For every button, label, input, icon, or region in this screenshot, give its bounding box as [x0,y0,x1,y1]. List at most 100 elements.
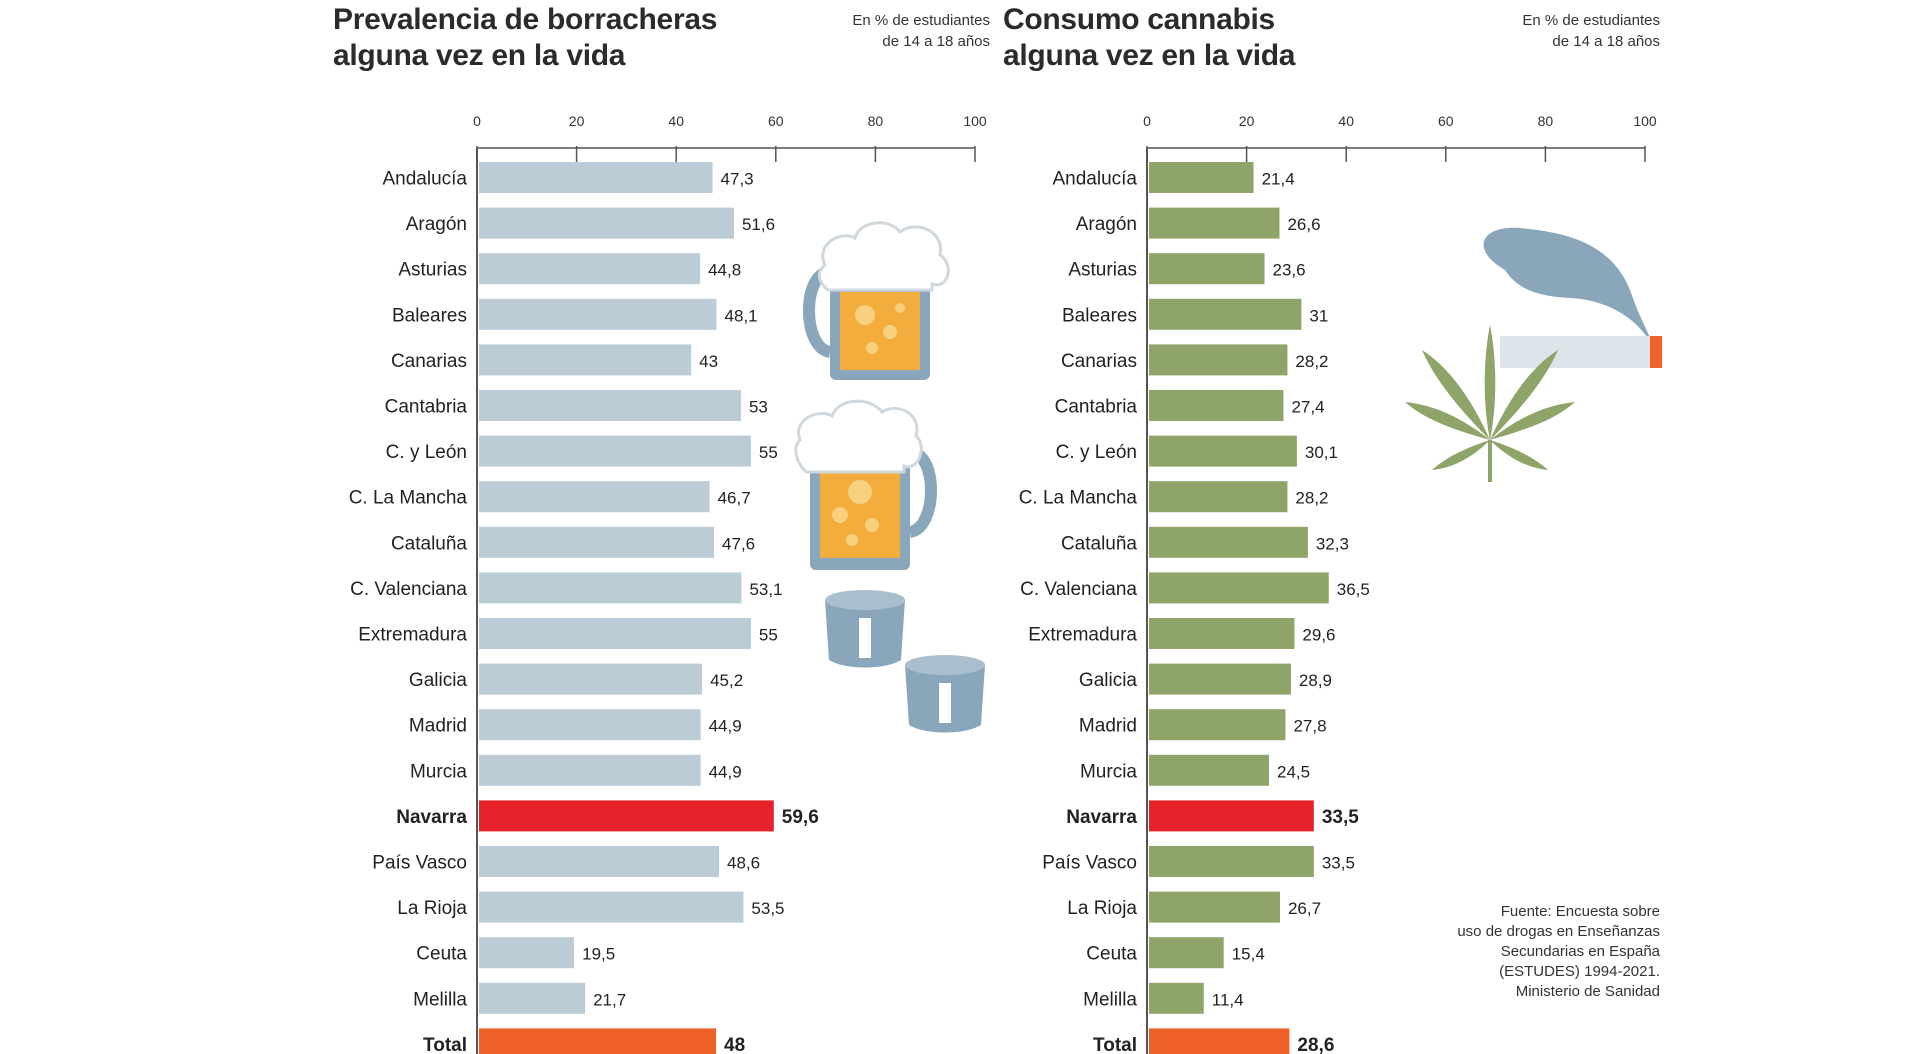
value-label: 53 [749,398,768,417]
chart-subtitle: En % de estudiantes de 14 a 18 años [852,10,990,52]
category-label: Total [1093,1035,1137,1054]
value-label: 21,7 [593,990,626,1009]
category-label: Canarias [391,351,467,372]
source-line: (ESTUDES) 1994-2021. [1499,963,1660,980]
x-tick-label: 60 [1438,113,1454,129]
x-tick-label: 80 [1538,113,1554,129]
category-label: Cataluña [391,533,467,554]
category-label: La Rioja [397,898,467,919]
bar [1149,800,1314,832]
x-tick-label: 60 [768,113,784,129]
value-label: 47,6 [722,534,755,553]
value-label: 23,6 [1273,261,1306,280]
category-label: Murcia [410,761,467,782]
value-label: 53,1 [749,580,782,599]
category-label: Melilla [1083,989,1137,1010]
value-label: 53,5 [751,899,784,918]
category-label: La Rioja [1067,898,1137,919]
x-tick-label: 100 [1633,113,1657,129]
value-label: 28,2 [1295,489,1328,508]
source-note: Fuente: Encuesta sobre uso de drogas en … [1450,902,1660,1002]
bar-chart-cannabis: 0 20 40 60 80 100 Andalucía 21,4 Aragón 26,6 Astur… [1019,113,1657,1054]
value-label: 28,2 [1295,352,1328,371]
source-line: Fuente: Encuesta sobre [1500,903,1660,920]
bar [1149,663,1291,695]
bar [479,982,586,1014]
value-label: 15,4 [1232,945,1265,964]
beer-mug-icon [803,221,950,380]
smoke-icon [1483,227,1655,350]
category-label: Andalucía [382,169,467,190]
category-label: C. La Mancha [349,488,468,509]
category-label: Total [423,1035,467,1054]
category-label: Cantabria [385,397,468,418]
bar [1149,298,1302,330]
chart-title: Prevalencia de borracheras alguna vez en… [333,2,717,74]
value-label: 48,1 [725,306,758,325]
bar [1149,526,1308,558]
category-label: Canarias [1061,351,1137,372]
value-label: 29,6 [1302,626,1335,645]
bar [1149,572,1329,604]
cannabis-illustration [1405,227,1662,482]
chart-title-line: alguna vez en la vida [333,39,626,72]
bar [1149,846,1314,877]
category-label: Baleares [392,305,467,326]
bar [479,207,734,239]
category-label: Aragón [1076,214,1137,235]
value-label: 48 [724,1035,745,1054]
bar [479,846,720,877]
value-label: 47,3 [721,170,754,189]
shot-glass-icon [905,655,985,733]
bar [479,663,703,695]
value-label: 44,8 [708,261,741,280]
source-line: Ministerio de Sanidad [1515,983,1660,1000]
bar [1149,390,1284,421]
value-label: 30,1 [1305,443,1338,462]
value-label: 32,3 [1316,534,1349,553]
value-label: 55 [759,626,778,645]
value-label: 28,9 [1299,671,1332,690]
bar [1149,344,1288,376]
bar [479,937,575,969]
category-label: Aragón [406,214,467,235]
bar [479,253,701,285]
value-label: 55 [759,443,778,462]
x-tick-label: 0 [1143,113,1151,129]
bar [1149,435,1297,467]
bar [1149,481,1288,513]
chart-subtitle-line: de 14 a 18 años [882,33,990,50]
bar [1149,982,1204,1014]
x-tick-label: 40 [668,113,684,129]
category-label: Madrid [1079,716,1137,737]
category-label: C. y León [1056,442,1137,463]
value-label: 33,5 [1322,854,1355,873]
category-label: Ceuta [416,944,467,965]
bar [1149,618,1295,649]
category-label: Melilla [413,989,467,1010]
bar [1149,207,1280,239]
category-label: Navarra [396,807,467,828]
value-label: 28,6 [1297,1035,1334,1054]
chart-panel-drunkenness: Prevalencia de borracheras alguna vez en… [330,0,990,1054]
bar [479,390,741,421]
category-label: C. Valenciana [1020,579,1137,600]
category-label: País Vasco [372,853,467,874]
value-label: 24,5 [1277,762,1310,781]
source-line: Secundarias en España [1500,943,1660,960]
value-label: 48,6 [727,854,760,873]
value-label: 26,6 [1287,215,1320,234]
chart-subtitle-line: de 14 a 18 años [1552,33,1660,50]
category-label: País Vasco [1042,853,1137,874]
bar [1149,709,1286,741]
value-label: 31 [1309,306,1328,325]
value-label: 11,4 [1212,990,1244,1009]
x-tick-label: 20 [569,113,585,129]
bar [1149,891,1280,923]
bar [1149,253,1265,285]
value-label: 33,5 [1322,807,1359,828]
category-label: C. y León [386,442,467,463]
cannabis-leaf-icon [1405,325,1575,482]
category-label: Cantabria [1055,397,1138,418]
chart-subtitle-line: En % de estudiantes [852,12,990,29]
